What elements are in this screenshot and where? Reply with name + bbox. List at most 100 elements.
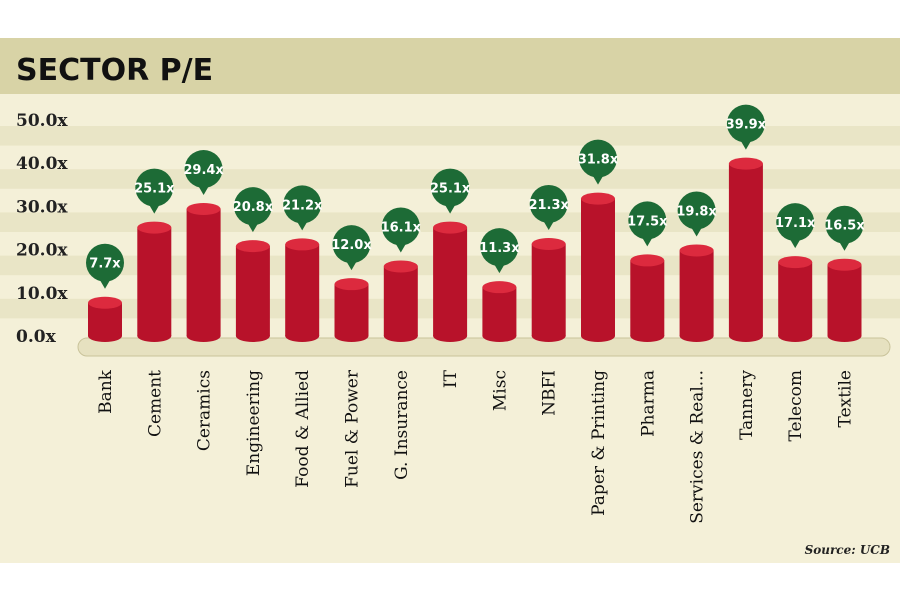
bar <box>334 278 369 342</box>
value-label: 19.8x <box>676 191 717 237</box>
bar-base <box>137 330 172 342</box>
value-label-text: 31.8x <box>578 153 619 168</box>
value-label-text: 20.8x <box>233 200 274 215</box>
bar-base <box>482 330 517 342</box>
value-bubble <box>283 185 322 224</box>
bar-base <box>827 330 862 342</box>
bar <box>630 254 665 342</box>
bar <box>778 256 813 342</box>
category-label: Paper & Printing <box>589 370 609 516</box>
bar-base <box>88 330 122 342</box>
value-bubble <box>86 243 124 282</box>
bar <box>679 244 714 342</box>
value-label: 12.0x <box>331 225 372 271</box>
bar <box>433 221 468 342</box>
bar-cap <box>186 202 221 215</box>
value-label-text: 21.2x <box>282 198 323 213</box>
chart-title: SECTOR P/E <box>16 53 213 88</box>
category-label: Telecom <box>786 370 806 441</box>
value-label-text: 12.0x <box>331 238 372 253</box>
bar <box>482 281 517 342</box>
value-bubble <box>184 149 223 188</box>
bar-body <box>679 250 714 336</box>
value-label: 21.3x <box>528 184 570 230</box>
value-label-text: 11.3x <box>479 241 520 256</box>
bar-cap <box>679 244 714 257</box>
y-tick-label: 30.0x <box>16 197 68 217</box>
value-label: 29.4x <box>183 149 224 195</box>
y-tick-label: 50.0x <box>16 111 68 131</box>
bar <box>235 240 270 342</box>
bar-cap <box>137 221 172 234</box>
bar <box>186 202 221 342</box>
y-tick-label: 40.0x <box>16 154 68 174</box>
value-label: 16.1x <box>381 207 422 253</box>
bar-body <box>383 266 418 336</box>
bar-base <box>285 330 320 342</box>
category-label: Tannery <box>737 370 757 440</box>
value-label: 16.5x <box>824 205 865 251</box>
category-label: Ceramics <box>195 370 215 451</box>
value-bubble <box>233 187 272 226</box>
bar-cap <box>88 296 122 309</box>
value-label-text: 17.5x <box>627 214 668 229</box>
y-tick-label: 20.0x <box>16 241 68 261</box>
category-label: Food & Allied <box>293 370 313 488</box>
value-labels: 7.7x 25.1x 29.4x 20.8x 21.2x 12.0x 16.1x 25.1x 1… <box>86 104 865 289</box>
bar-base <box>581 330 615 342</box>
bar-body <box>728 163 763 336</box>
value-bubble <box>776 203 815 242</box>
bar-body <box>778 262 813 336</box>
value-label-text: 17.1x <box>775 216 816 231</box>
bar-cap <box>581 192 615 205</box>
value-label: 17.5x <box>627 201 668 247</box>
bar <box>285 238 320 342</box>
category-labels: Bank Cement Ceramics Engineering Food & Alli… <box>96 369 856 524</box>
title-band <box>0 38 900 94</box>
bar-base <box>235 330 270 342</box>
bar-cap <box>433 221 468 234</box>
category-label: Pharma <box>638 370 658 437</box>
bar-base <box>334 330 369 342</box>
category-label: Services & Real... <box>688 370 708 524</box>
value-label: 11.3x <box>479 228 520 274</box>
value-bubble <box>431 168 470 207</box>
value-bubble <box>677 191 716 230</box>
value-label-text: 25.1x <box>134 182 175 197</box>
value-label-text: 29.4x <box>183 163 224 178</box>
category-label: Cement <box>145 370 165 437</box>
bar-body <box>581 198 615 336</box>
value-label: 17.1x <box>775 203 816 249</box>
bar <box>827 258 862 342</box>
value-label-text: 7.7x <box>89 257 121 272</box>
category-label: Misc <box>490 370 510 411</box>
bar <box>383 260 418 342</box>
value-bubble <box>726 104 765 143</box>
value-label: 21.2x <box>282 185 323 231</box>
bar-body <box>334 284 369 336</box>
value-label-text: 16.5x <box>824 219 865 234</box>
bars <box>88 157 862 342</box>
bar-body <box>137 227 172 336</box>
bar-cap <box>482 281 517 294</box>
value-label: 39.9x <box>726 104 767 150</box>
value-label: 20.8x <box>233 187 274 233</box>
value-bubble <box>628 201 667 240</box>
bar-body <box>186 208 221 336</box>
bar-base <box>531 330 566 342</box>
value-bubble <box>529 184 568 223</box>
bar-body <box>630 260 665 336</box>
value-label: 25.1x <box>430 168 471 214</box>
value-label-text: 39.9x <box>726 118 767 133</box>
value-label: 7.7x <box>86 243 124 289</box>
bar-cap <box>728 157 763 170</box>
bar-body <box>531 243 566 336</box>
bar-cap <box>531 237 566 250</box>
bar-cap <box>235 240 270 253</box>
bar-body <box>285 244 320 336</box>
value-bubble <box>332 225 371 264</box>
value-bubble <box>381 207 420 246</box>
bar <box>728 157 763 342</box>
category-label: Bank <box>96 369 116 414</box>
